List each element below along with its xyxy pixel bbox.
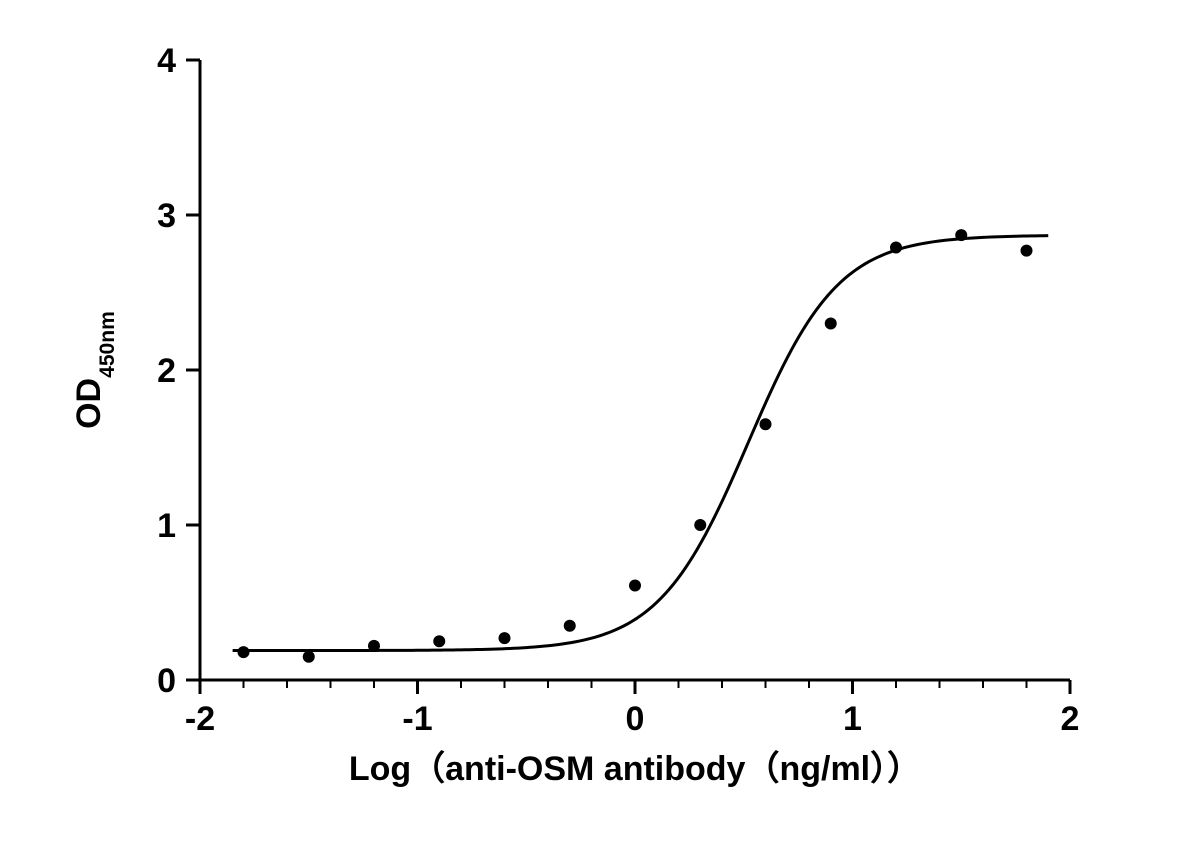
data-point xyxy=(694,519,706,531)
data-point xyxy=(890,242,902,254)
data-point xyxy=(499,632,511,644)
dose-response-chart: 01234-2-1012OD450nmLog（anti-OSM antibody… xyxy=(0,0,1194,863)
data-point xyxy=(825,318,837,330)
chart-container: 01234-2-1012OD450nmLog（anti-OSM antibody… xyxy=(0,0,1194,863)
y-tick-label: 0 xyxy=(157,662,176,700)
data-point xyxy=(1021,245,1033,257)
y-tick-label: 4 xyxy=(157,42,176,80)
x-tick-label: 1 xyxy=(843,700,862,738)
y-tick-label: 1 xyxy=(157,507,176,545)
data-point xyxy=(368,640,380,652)
data-point xyxy=(564,620,576,632)
x-tick-label: 2 xyxy=(1061,700,1080,738)
x-tick-label: -2 xyxy=(185,700,215,738)
y-tick-label: 2 xyxy=(157,352,176,390)
x-tick-label: -1 xyxy=(402,700,432,738)
y-tick-label: 3 xyxy=(157,197,176,235)
data-point xyxy=(760,418,772,430)
data-point xyxy=(629,579,641,591)
x-tick-label: 0 xyxy=(626,700,645,738)
data-point xyxy=(955,229,967,241)
data-point xyxy=(238,646,250,658)
data-point xyxy=(303,651,315,663)
x-axis-label: Log（anti-OSM antibody（ng/ml）） xyxy=(349,749,921,788)
data-point xyxy=(433,635,445,647)
chart-bg xyxy=(0,0,1194,863)
